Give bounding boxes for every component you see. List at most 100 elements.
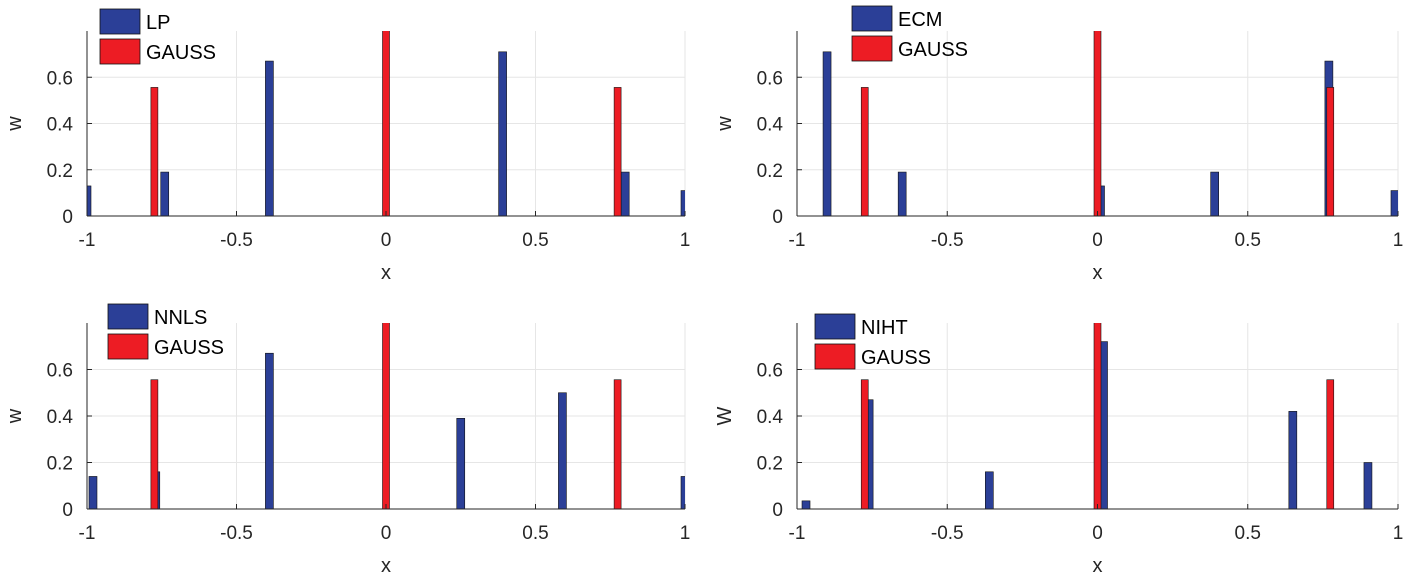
legend-swatch-ecm [851, 5, 893, 32]
chart-panel-3: -1 -0.5 0 0.5 1 0 0.2 0.4 0.6 x w NNLS GAUSS [4, 303, 691, 576]
bar-lp [498, 51, 507, 216]
bar-niht [985, 471, 994, 509]
bar-ecm [1210, 171, 1219, 216]
y-tick-label: 0.2 [757, 454, 783, 475]
x-tick-label: -0.5 [220, 230, 253, 251]
legend: NNLS GAUSS [107, 303, 224, 360]
bar-nnls [558, 392, 567, 509]
x-tick-label: 0.5 [522, 230, 548, 251]
x-tick-label: 0.5 [1235, 523, 1261, 544]
legend-label-niht: NIHT [861, 317, 908, 339]
bar-gauss [613, 87, 622, 216]
bar-lp [680, 190, 685, 216]
x-tick-label: 1 [1393, 523, 1404, 544]
y-tick-label: 0 [772, 500, 783, 521]
y-tick-label: 0.6 [757, 361, 783, 382]
x-tick-label: -0.5 [220, 523, 253, 544]
bar-lp [87, 185, 92, 216]
bar-lp [620, 171, 630, 216]
legend-label-ecm: ECM [898, 9, 942, 31]
bar-gauss [1326, 87, 1335, 216]
bar-nnls [680, 476, 685, 509]
x-tick-label: -0.5 [931, 523, 964, 544]
bar-ecm [897, 171, 907, 216]
x-tick-label: -0.5 [931, 230, 964, 251]
x-tick-label: 1 [680, 523, 691, 544]
x-axis-label: x [1093, 555, 1103, 576]
x-tick-label: -1 [789, 523, 806, 544]
bar-gauss [1093, 323, 1102, 509]
bar-gauss [382, 323, 390, 509]
x-tick-label: 1 [1393, 230, 1404, 251]
chart-panel-4: -1 -0.5 0 0.5 1 0 0.2 0.4 0.6 x W NIHT GAUSS [714, 313, 1404, 576]
legend-label-lp: LP [146, 12, 170, 34]
bar-niht [1363, 462, 1373, 509]
x-tick-label: 0 [1092, 230, 1103, 251]
legend-swatch-niht [814, 313, 856, 340]
bar-gauss [150, 87, 159, 216]
y-tick-label: 0.6 [47, 361, 73, 382]
legend: NIHT GAUSS [814, 313, 931, 370]
y-tick-label: 0.6 [47, 68, 73, 89]
x-axis-label: x [381, 555, 391, 576]
bars [88, 323, 685, 509]
legend-swatch-gauss [107, 333, 149, 360]
bar-lp [265, 60, 274, 216]
legend: ECM GAUSS [851, 5, 968, 62]
y-axis-label: w [4, 408, 26, 424]
x-tick-label: 0 [381, 230, 392, 251]
bar-niht [1288, 411, 1298, 509]
x-tick-label: -1 [79, 230, 96, 251]
y-tick-label: 0.2 [47, 161, 73, 182]
legend-label-gauss: GAUSS [898, 39, 968, 61]
bar-gauss [860, 379, 869, 509]
legend-swatch-gauss [851, 35, 893, 62]
y-tick-label: 0.4 [757, 407, 784, 428]
bars [87, 31, 685, 216]
x-tick-label: 0.5 [1235, 230, 1261, 251]
chart-panel-1: -1 -0.5 0 0.5 1 0 0.2 0.4 0.6 x w LP GAUSS [4, 8, 691, 284]
x-tick-label: 0 [381, 523, 392, 544]
legend-label-gauss: GAUSS [154, 337, 224, 359]
y-tick-label: 0 [772, 207, 783, 228]
y-tick-label: 0.6 [757, 68, 783, 89]
bar-ecm [1390, 190, 1398, 216]
y-tick-label: 0.4 [47, 115, 74, 136]
bar-niht [801, 500, 811, 509]
x-tick-label: -1 [79, 523, 96, 544]
y-tick-label: 0.2 [757, 161, 783, 182]
bar-gauss [1093, 31, 1102, 216]
bar-gauss [1326, 379, 1335, 509]
chart-panel-2: -1 -0.5 0 0.5 1 0 0.2 0.4 0.6 x w ECM GAUSS [714, 5, 1404, 284]
legend-swatch-gauss [814, 343, 856, 370]
bar-gauss [860, 87, 869, 216]
bar-nnls [88, 476, 98, 509]
x-axis-label: x [1093, 262, 1103, 284]
y-axis-label: W [714, 406, 736, 425]
bar-lp [160, 171, 170, 216]
x-tick-label: -1 [789, 230, 806, 251]
bar-nnls [456, 418, 466, 509]
x-tick-label: 1 [680, 230, 691, 251]
x-tick-label: 0.5 [522, 523, 548, 544]
y-axis-label: w [4, 116, 26, 132]
legend-swatch-lp [99, 8, 141, 35]
bar-gauss [382, 31, 390, 216]
legend: LP GAUSS [99, 8, 216, 65]
legend-swatch-nnls [107, 303, 149, 330]
y-tick-label: 0.2 [47, 454, 73, 475]
legend-label-gauss: GAUSS [861, 347, 931, 369]
legend-label-nnls: NNLS [154, 307, 207, 329]
y-axis-label: w [714, 116, 736, 132]
x-axis-label: x [381, 262, 391, 284]
bar-gauss [613, 379, 622, 509]
y-tick-label: 0 [62, 500, 73, 521]
bars [801, 323, 1373, 509]
y-tick-label: 0.4 [47, 407, 74, 428]
y-tick-label: 0.4 [757, 115, 784, 136]
legend-label-gauss: GAUSS [146, 42, 216, 64]
bar-nnls [265, 352, 274, 509]
bars [822, 31, 1398, 216]
bar-ecm [822, 51, 832, 216]
